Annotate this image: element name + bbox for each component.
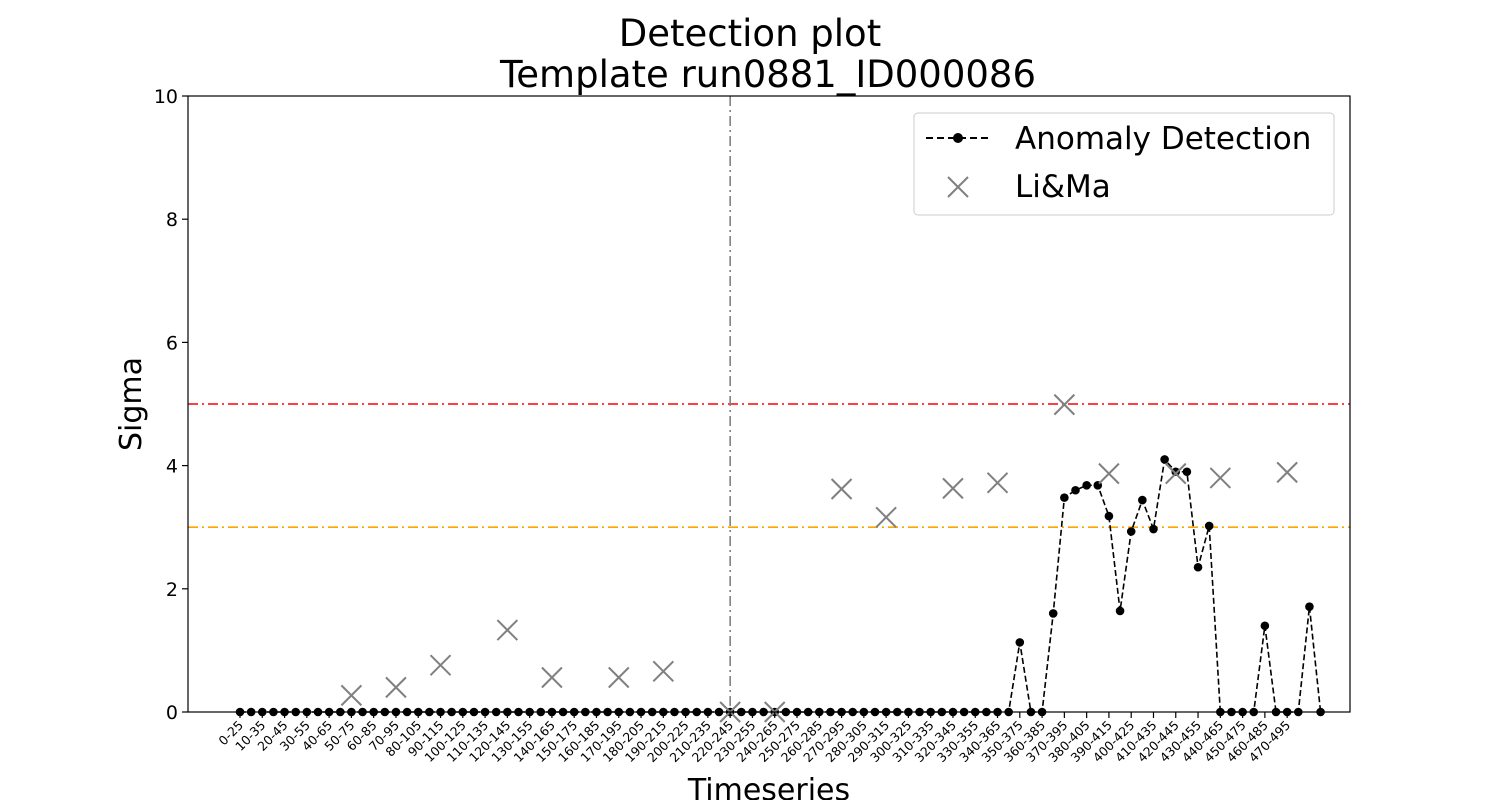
lima-marker	[1053, 393, 1076, 416]
anomaly-point	[1015, 638, 1025, 647]
anomaly-point	[1305, 602, 1314, 611]
chart-title: Detection plot	[619, 12, 881, 55]
anomaly-point	[1160, 455, 1169, 464]
lima-marker	[830, 478, 853, 500]
legend-x-sample	[947, 176, 969, 198]
y-tick-label: 6	[166, 332, 178, 354]
legend-box	[913, 112, 1335, 216]
legend-dot-sample	[953, 133, 963, 143]
lima-marker	[986, 472, 1009, 494]
lima-marker	[608, 666, 630, 689]
lima-marker	[340, 684, 363, 707]
chart-subtitle: Template run0881_ID000086	[499, 53, 1036, 96]
anomaly-point	[1260, 621, 1270, 631]
anomaly-detection-line	[240, 457, 1322, 713]
legend-label-lima: Li&Ma	[1015, 169, 1111, 205]
anomaly-point	[1138, 495, 1147, 505]
legend: Anomaly Detection Li&Ma	[913, 112, 1335, 216]
anomaly-point	[1082, 481, 1091, 490]
lima-marker	[1165, 462, 1187, 485]
lima-marker	[541, 666, 563, 689]
lima-marker	[942, 477, 964, 500]
anomaly-point	[1104, 511, 1114, 521]
anomaly-point	[1204, 521, 1214, 531]
lima-marker	[496, 619, 519, 641]
lima-marker	[1098, 462, 1120, 485]
y-axis: 0 2 4 6 8 10	[154, 86, 188, 724]
lima-marker	[1209, 467, 1232, 489]
anomaly-point	[1182, 467, 1192, 477]
axes-frame	[187, 95, 1351, 713]
anomaly-point	[1149, 524, 1158, 534]
y-tick-label: 2	[166, 579, 178, 601]
anomaly-point	[1048, 609, 1058, 618]
anomaly-point	[1193, 562, 1203, 572]
anomaly-point	[1126, 527, 1136, 536]
lima-marker	[1276, 461, 1298, 484]
anomaly-point	[1071, 485, 1080, 495]
y-tick-label: 10	[154, 86, 178, 108]
lima-marker	[652, 660, 675, 683]
legend-label-anomaly: Anomaly Detection	[1015, 121, 1311, 157]
lima-marker	[385, 676, 407, 699]
y-tick-label: 0	[166, 702, 178, 724]
x-axis: 0-2510-3520-4530-5540-6550-7560-8570-958…	[215, 712, 1293, 765]
lima-marker	[875, 506, 897, 529]
x-axis-label: Timeseries	[687, 773, 850, 800]
anomaly-point	[1171, 467, 1181, 477]
lima-marker	[429, 654, 452, 676]
y-tick-label: 8	[166, 209, 178, 231]
y-axis-label: Sigma	[114, 357, 149, 451]
anomaly-point	[1115, 606, 1125, 616]
y-tick-label: 4	[166, 456, 178, 478]
anomaly-point	[1060, 493, 1069, 502]
